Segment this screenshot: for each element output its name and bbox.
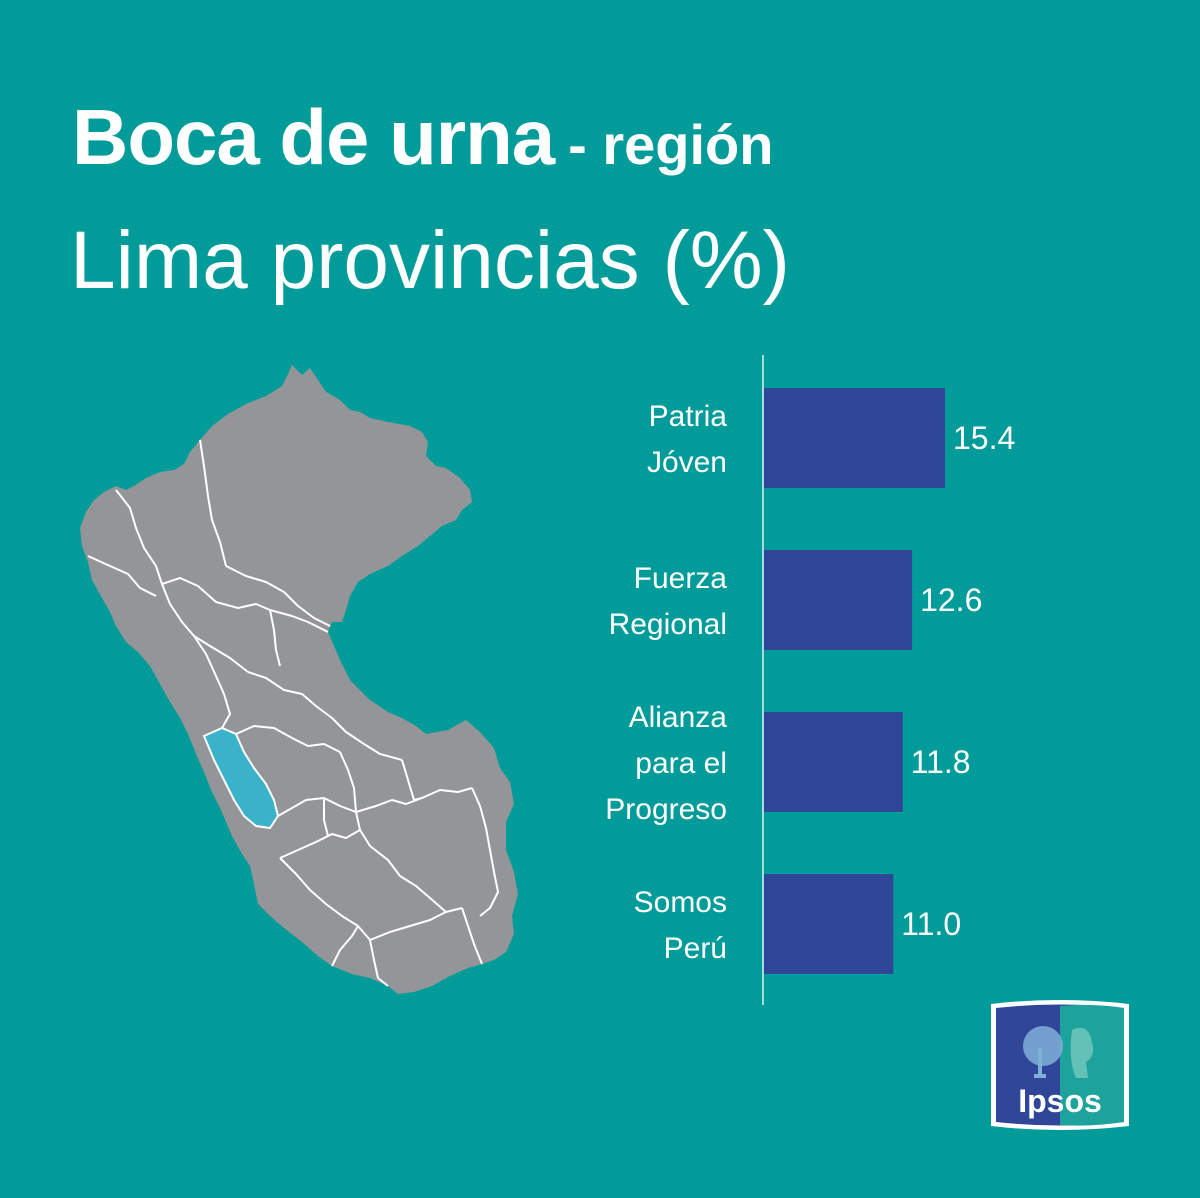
- value-label-3: 11.0: [901, 906, 961, 942]
- category-label-3-0: Somos: [634, 886, 727, 919]
- ipsos-logo-icon: [991, 1000, 1129, 1130]
- logo-text: Ipsos: [1018, 1083, 1102, 1119]
- bar-2: [764, 712, 903, 812]
- value-label-1: 12.6: [920, 582, 982, 618]
- category-label-1-0: Fuerza: [634, 562, 728, 595]
- page-subtitle: Lima provincias (%): [70, 215, 790, 306]
- page-title: Boca de urna: [72, 93, 555, 181]
- category-label-0-0: Patria: [649, 400, 728, 433]
- bar-chart: 15.4 Patria Jóven 12.6 Fuerza Regional 11.8 Ali…: [605, 355, 1015, 1005]
- category-label-1-1: Regional: [609, 608, 727, 641]
- page-title-suffix: - región: [568, 113, 774, 176]
- chart-bars: [764, 388, 945, 974]
- category-label-2-0: Alianza: [629, 701, 728, 734]
- bar-1: [764, 550, 913, 650]
- category-label-2-2: Progreso: [605, 793, 727, 826]
- category-label-2-1: para el: [635, 747, 727, 780]
- peru-land: [80, 365, 518, 994]
- chart-labels: 15.4 Patria Jóven 12.6 Fuerza Regional 11.8 Ali…: [605, 400, 1015, 965]
- value-label-2: 11.8: [911, 744, 971, 780]
- peru-map-icon: [80, 365, 518, 994]
- ipsos-logo: Ipsos: [988, 998, 1132, 1132]
- bar-0: [764, 388, 945, 488]
- region-borders: [87, 439, 499, 987]
- title-line: Boca de urna - región: [72, 92, 773, 183]
- category-label-3-1: Perú: [664, 932, 727, 965]
- category-label-0-1: Jóven: [647, 446, 727, 479]
- value-label-0: 15.4: [953, 420, 1015, 456]
- bar-3: [764, 874, 894, 974]
